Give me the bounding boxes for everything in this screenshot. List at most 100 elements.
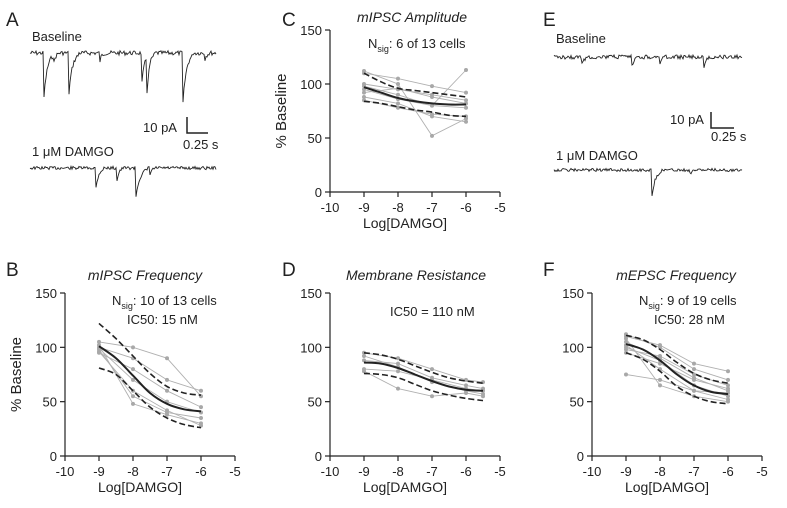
cell-point [430,84,434,89]
cell-point [430,103,434,108]
cell-point [464,90,468,95]
y-tick-label: 100 [35,340,57,355]
cell-point [658,361,662,366]
cell-point [362,358,366,363]
chart-title: Membrane Resistance [346,267,486,283]
n-sig-annotation: Nsig: 9 of 19 cells [639,293,737,311]
cell-point [464,98,468,103]
cell-point [97,349,101,354]
panel-letter-A: A [6,10,19,31]
fit-curve [363,86,467,106]
ic50-annotation: IC50: 15 nM [127,312,198,327]
trace-label-damgo: 1 μM DAMGO [556,148,638,163]
x-tick-label: -6 [460,200,472,215]
cell-point [430,394,434,399]
cell-point [396,92,400,97]
fit-upper-ci [363,72,467,98]
fit-upper-ci [98,322,202,396]
x-tick-label: -9 [93,464,105,479]
y-tick-label: 150 [300,286,322,301]
cell-line [98,349,202,419]
cell-line [625,336,729,372]
x-tick-label: -5 [494,464,506,479]
cell-point [199,423,203,428]
cell-point [726,369,730,374]
cell-point [464,377,468,382]
x-axis-label: Log[DAMGO] [363,215,447,231]
trace-label-baseline: Baseline [556,31,606,46]
damgo-trace [553,167,743,196]
cell-line [625,374,729,394]
chart-mepsc-frequency: mEPSC Frequency 0 50 100 150 -10 -9 -8 -7 -6 -5 Log… [562,267,767,495]
baseline-trace [29,49,217,103]
fit-lower-ci [363,100,467,118]
cell-point [165,356,169,361]
x-tick-label: -10 [56,464,75,479]
cell-point [464,67,468,72]
n-sig-annotation: Nsig: 10 of 13 cells [112,293,217,311]
y-axis-label: % Baseline [8,337,25,412]
x-axis-label: Log[DAMGO] [98,479,182,495]
x-axis-label: Log[DAMGO] [363,479,447,495]
cell-point [481,386,485,391]
x-tick-label: -10 [583,464,602,479]
y-tick-label: 150 [562,286,584,301]
cell-line [363,83,467,101]
chart-title: mEPSC Frequency [616,267,737,283]
cell-point [396,361,400,366]
trace-label-baseline: Baseline [32,29,82,44]
cell-point [726,377,730,382]
cell-point [430,375,434,380]
chart-title: mIPSC Amplitude [357,9,467,25]
cell-point [692,377,696,382]
x-tick-label: -6 [460,464,472,479]
fit-lower-ci [625,352,729,405]
cell-point [362,369,366,374]
cell-point [658,354,662,359]
cell-line [98,346,202,392]
fit-upper-ci [625,334,729,384]
cell-point [464,119,468,124]
cell-point [131,401,135,406]
cell-point [165,408,169,413]
cell-point [658,343,662,348]
y-axis-label: % Baseline [273,73,290,148]
cell-point [624,347,628,352]
x-tick-label: -8 [392,200,404,215]
cell-point [430,133,434,138]
panel-letter-B: B [6,260,19,281]
cell-line [98,348,202,413]
y-tick-label: 50 [308,131,322,146]
cell-point [131,367,135,372]
panel-letter-C: C [282,10,296,31]
cell-point [131,394,135,399]
cell-point [396,105,400,110]
y-tick-label: 0 [315,449,322,464]
cell-line [363,70,467,137]
cell-line [98,351,202,427]
cell-point [131,377,135,382]
cell-point [624,339,628,344]
y-tick-label: 100 [300,340,322,355]
x-tick-label: -10 [321,200,340,215]
cell-line [625,338,729,403]
scale-y-label: 10 pA [670,112,704,127]
y-tick-label: 50 [570,395,584,410]
cell-point [396,386,400,391]
cell-point [131,345,135,350]
cell-point [430,94,434,99]
n-sig-annotation: Nsig: 6 of 13 cells [368,36,466,54]
cell-point [464,383,468,388]
cell-point [396,76,400,81]
y-tick-label: 150 [300,23,322,38]
chart-mipsc-amplitude: mIPSC Amplitude 0 50 100 150 -10 -9 -8 -7 -6 -5 Log… [273,9,506,231]
cell-point [165,388,169,393]
cell-point [199,415,203,420]
cell-point [624,372,628,377]
x-tick-label: -7 [426,464,438,479]
scale-x-label: 0.25 s [183,137,219,152]
fit-upper-ci [363,352,484,384]
cell-point [658,383,662,388]
cell-point [692,367,696,372]
y-tick-label: 0 [50,449,57,464]
